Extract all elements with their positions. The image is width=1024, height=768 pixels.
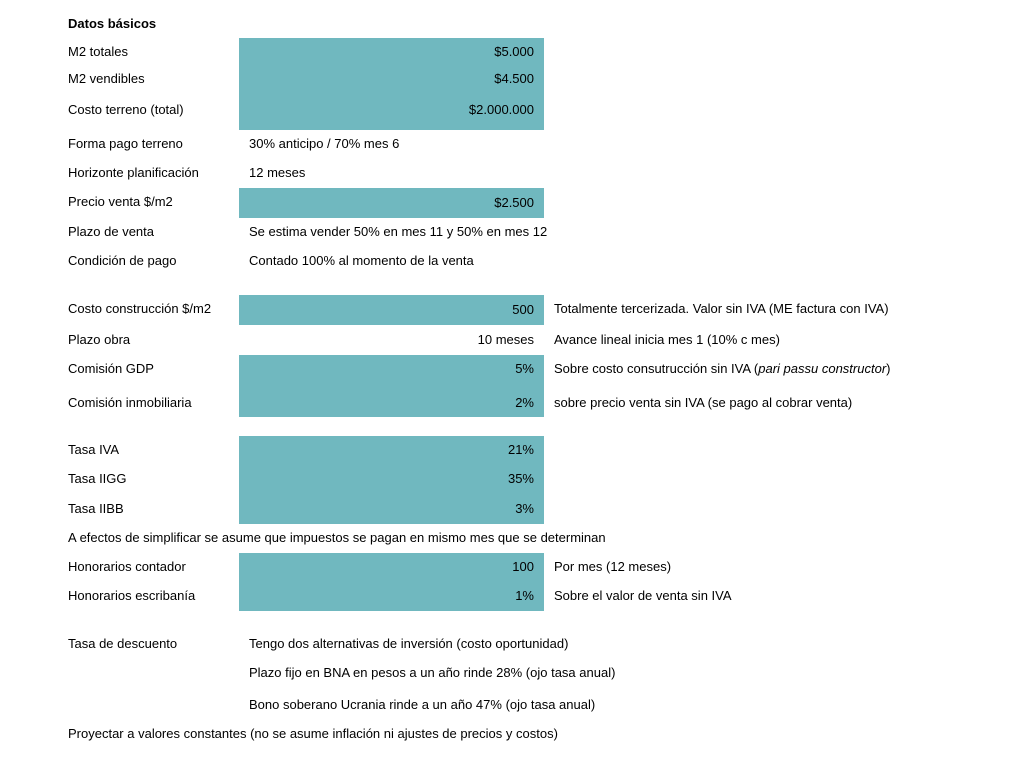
precio-venta-value[interactable]: $2.500 [494,195,534,210]
horizonte-label: Horizonte planificación [68,165,199,180]
precio-venta-cell: $2.500 [239,188,544,218]
honorarios-contador-label: Honorarios contador [68,559,186,574]
impuestos-note: A efectos de simplificar se asume que im… [68,530,606,545]
tasas-cells: 21% 35% 3% [239,436,544,524]
costo-construccion-note: Totalmente tercerizada. Valor sin IVA (M… [554,301,889,316]
plazo-obra-label: Plazo obra [68,332,131,347]
tasa-iigg-value[interactable]: 35% [507,471,534,486]
comision-gdp-label: Comisión GDP [68,361,154,376]
costo-terreno-value[interactable]: $2.000.000 [468,102,534,117]
m2-vendibles-label: M2 vendibles [68,71,145,86]
costo-construccion-label: Costo construcción $/m2 [68,301,212,316]
costo-construccion-cell: 500 [239,295,544,325]
m2-totales-value[interactable]: $5.000 [494,44,534,59]
plazo-fijo-text[interactable]: Plazo fijo en BNA en pesos a un año rind… [249,665,616,680]
forma-pago-label: Forma pago terreno [68,136,183,151]
plazo-obra-note: Avance lineal inicia mes 1 (10% c mes) [554,332,780,347]
tasa-iva-label: Tasa IVA [68,442,120,457]
costo-construccion-value[interactable]: 500 [512,302,534,317]
honorarios-contador-note: Por mes (12 meses) [554,559,672,574]
tasa-iibb-value[interactable]: 3% [515,501,534,516]
horizonte-text[interactable]: 12 meses [249,165,306,180]
m2-totales-label: M2 totales [68,44,128,59]
comision-gdp-note: Sobre costo consutrucción sin IVA (pari … [554,361,891,376]
comision-inmobiliaria-value[interactable]: 2% [515,395,534,410]
precio-venta-label: Precio venta $/m2 [68,194,173,209]
comisiones-cells: 5% 2% [239,355,544,417]
tasa-descuento-text[interactable]: Tengo dos alternativas de inversión (cos… [249,636,569,651]
honorarios-escribania-label: Honorarios escribanía [68,588,196,603]
comision-inmobiliaria-note: sobre precio venta sin IVA (se pago al c… [554,395,853,410]
comision-inmobiliaria-label: Comisión inmobiliaria [68,395,192,410]
plazo-obra-value[interactable]: 10 meses [477,332,534,347]
tasa-iibb-label: Tasa IIBB [68,501,124,516]
bono-text[interactable]: Bono soberano Ucrania rinde a un año 47%… [249,697,596,712]
honorarios-escribania-note: Sobre el valor de venta sin IVA [554,588,732,603]
input-block-terreno: $5.000 $4.500 $2.000.000 [239,38,544,130]
section-title: Datos básicos [68,16,157,31]
plazo-venta-label: Plazo de venta [68,224,155,239]
condicion-pago-label: Condición de pago [68,253,177,268]
honorarios-escribania-value[interactable]: 1% [515,588,534,603]
comision-gdp-value[interactable]: 5% [515,361,534,376]
condicion-pago-text[interactable]: Contado 100% al momento de la venta [249,253,474,268]
tasa-descuento-label: Tasa de descuento [68,636,178,651]
proyectar-note: Proyectar a valores constantes (no se as… [68,726,558,741]
honorarios-contador-value[interactable]: 100 [512,559,534,574]
costo-terreno-label: Costo terreno (total) [68,102,184,117]
honorarios-cells: 100 1% [239,553,544,611]
forma-pago-text[interactable]: 30% anticipo / 70% mes 6 [249,136,400,151]
tasa-iigg-label: Tasa IIGG [68,471,127,486]
m2-vendibles-value[interactable]: $4.500 [494,71,534,86]
plazo-venta-text[interactable]: Se estima vender 50% en mes 11 y 50% en … [249,224,548,239]
tasa-iva-value[interactable]: 21% [507,442,534,457]
